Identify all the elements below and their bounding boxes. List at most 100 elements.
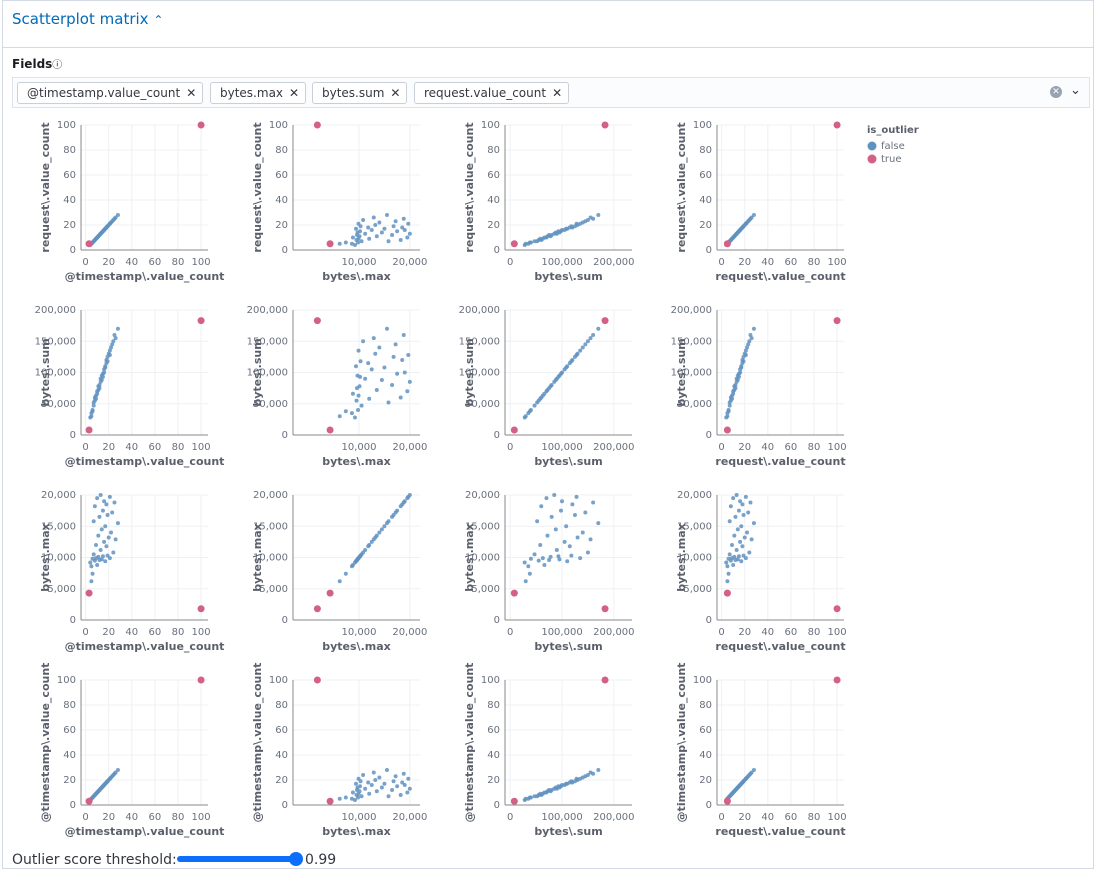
y-tick-label: 100 bbox=[57, 675, 76, 686]
point bbox=[98, 548, 103, 552]
point bbox=[580, 345, 585, 350]
outlier-point bbox=[326, 426, 334, 434]
point bbox=[377, 220, 382, 225]
x-tick-label: 20 bbox=[738, 257, 751, 268]
y-tick-label: 100 bbox=[57, 120, 76, 131]
y-tick-label: 150,000 bbox=[459, 336, 500, 347]
point bbox=[391, 779, 396, 784]
point bbox=[350, 235, 355, 240]
point bbox=[725, 414, 730, 419]
y-axis-title: @timestamp\.value_count bbox=[251, 663, 264, 823]
y-tick-label: 40 bbox=[699, 750, 712, 761]
threshold-slider[interactable] bbox=[177, 856, 297, 862]
point bbox=[115, 213, 120, 217]
panel-title[interactable]: Scatterplot matrix ⌃ bbox=[12, 10, 164, 28]
point bbox=[733, 386, 738, 391]
y-axis-title: request\.value_count bbox=[463, 122, 476, 252]
x-tick-label: 80 bbox=[808, 627, 821, 638]
point bbox=[402, 370, 407, 375]
point bbox=[751, 213, 756, 217]
x-tick-label: 40 bbox=[125, 627, 138, 638]
outlier-point bbox=[833, 605, 841, 613]
point bbox=[730, 396, 735, 401]
y-tick-label: 80 bbox=[487, 700, 500, 711]
clear-button[interactable]: ✕ bbox=[1050, 86, 1062, 98]
fields-combobox[interactable]: @timestamp.value_count ✕ bytes.max ✕ bytes… bbox=[12, 77, 1090, 108]
pill-remove[interactable]: ✕ bbox=[552, 86, 563, 100]
point bbox=[97, 383, 102, 387]
point bbox=[102, 499, 107, 504]
outlier-point bbox=[313, 676, 321, 684]
x-tick-label: 0 bbox=[507, 257, 513, 268]
point bbox=[738, 539, 743, 544]
y-tick-label: 5,000 bbox=[47, 584, 76, 595]
point bbox=[400, 780, 405, 785]
panel-header: Scatterplot matrix ⌃ bbox=[3, 1, 1093, 48]
point bbox=[115, 768, 120, 772]
point bbox=[371, 770, 376, 775]
y-tick-label: 100 bbox=[269, 675, 288, 686]
x-tick-label: 200,000 bbox=[593, 812, 634, 823]
x-tick-label: 40 bbox=[125, 442, 138, 453]
point bbox=[544, 496, 549, 501]
point bbox=[540, 556, 545, 561]
point bbox=[96, 533, 101, 538]
y-tick-label: 10,000 bbox=[41, 553, 76, 564]
x-axis-title: @timestamp\.value_count bbox=[65, 270, 225, 283]
point bbox=[523, 579, 528, 584]
y-axis-title: bytes\.max bbox=[39, 523, 52, 592]
point bbox=[358, 359, 363, 364]
point bbox=[588, 215, 593, 220]
title-text[interactable]: Scatterplot matrix bbox=[12, 10, 149, 28]
x-tick-label: 0 bbox=[507, 627, 513, 638]
point bbox=[735, 557, 740, 562]
x-tick-label: 200,000 bbox=[593, 257, 634, 268]
point bbox=[391, 224, 396, 229]
point bbox=[574, 776, 579, 781]
point bbox=[405, 790, 410, 795]
point bbox=[749, 336, 754, 341]
outlier-point bbox=[313, 317, 321, 325]
pill-remove[interactable]: ✕ bbox=[390, 86, 401, 100]
point bbox=[742, 535, 747, 540]
y-tick-label: 15,000 bbox=[253, 521, 288, 532]
slider-knob[interactable] bbox=[288, 852, 303, 866]
point bbox=[382, 226, 387, 231]
point bbox=[89, 579, 94, 584]
point bbox=[88, 560, 93, 565]
point bbox=[575, 535, 580, 540]
point bbox=[542, 391, 547, 396]
y-tick-label: 5,000 bbox=[683, 584, 712, 595]
x-tick-label: 40 bbox=[761, 627, 774, 638]
point bbox=[557, 557, 562, 562]
x-tick-label: 100 bbox=[192, 812, 211, 823]
point bbox=[748, 333, 753, 337]
dropdown-toggle[interactable]: ⌄ bbox=[1070, 83, 1081, 98]
x-tick-label: 0 bbox=[507, 442, 513, 453]
legend-label: true bbox=[881, 154, 902, 165]
y-tick-label: 150,000 bbox=[35, 336, 76, 347]
y-tick-label: 0 bbox=[282, 800, 288, 811]
y-tick-label: 200,000 bbox=[247, 305, 288, 316]
point bbox=[407, 786, 412, 791]
point bbox=[100, 554, 105, 559]
point bbox=[99, 557, 104, 562]
point bbox=[400, 358, 405, 362]
y-axis-title: bytes\.max bbox=[675, 523, 688, 592]
outlier-point bbox=[510, 426, 518, 434]
x-tick-label: 60 bbox=[785, 812, 798, 823]
point bbox=[109, 345, 114, 350]
point bbox=[379, 527, 384, 532]
pill-remove[interactable]: ✕ bbox=[186, 86, 197, 100]
field-pill: @timestamp.value_count ✕ bbox=[17, 82, 204, 104]
point bbox=[103, 365, 108, 370]
pill-remove[interactable]: ✕ bbox=[289, 86, 300, 100]
point bbox=[363, 231, 368, 236]
x-tick-label: 0 bbox=[718, 627, 724, 638]
y-tick-label: 20 bbox=[487, 220, 500, 231]
point bbox=[359, 794, 364, 799]
x-tick-label: 0 bbox=[718, 812, 724, 823]
point bbox=[382, 365, 387, 370]
point bbox=[547, 233, 552, 237]
point bbox=[356, 348, 361, 353]
